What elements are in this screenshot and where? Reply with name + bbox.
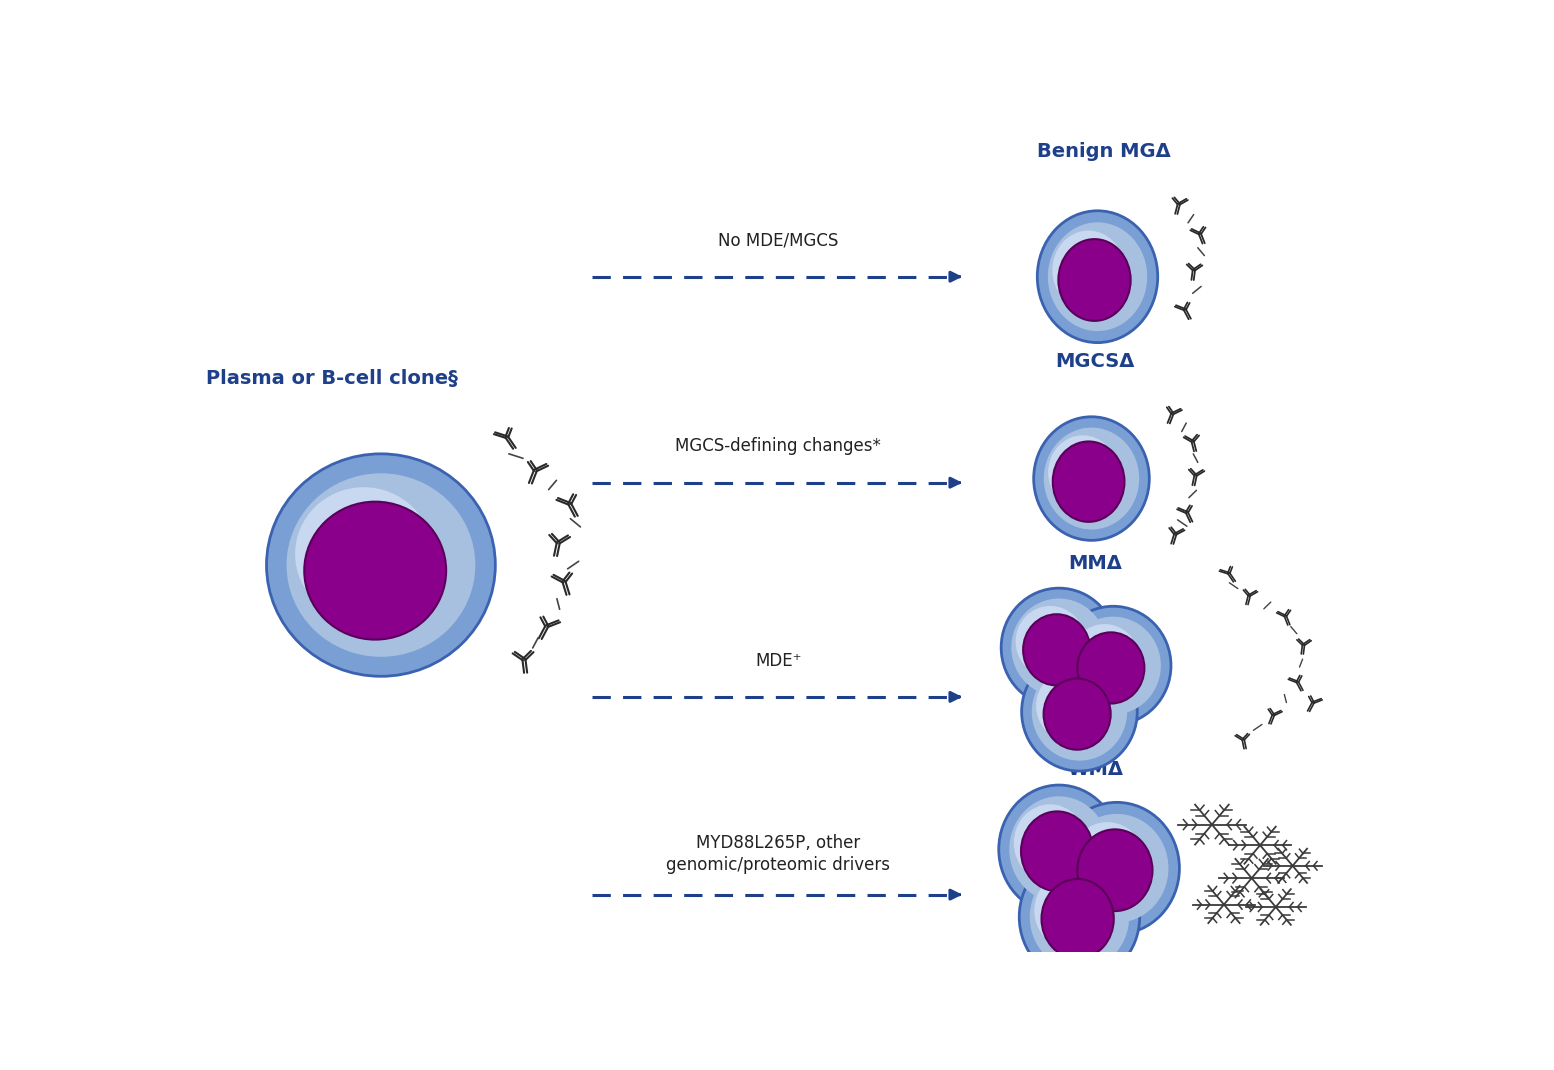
Ellipse shape [1032,662,1127,761]
Ellipse shape [1077,632,1144,704]
Text: MGCS-defining changes*: MGCS-defining changes* [676,438,881,456]
Ellipse shape [1001,588,1117,707]
Text: MYD88L265P, other: MYD88L265P, other [696,834,861,852]
Ellipse shape [1069,624,1139,696]
Ellipse shape [267,454,496,676]
Ellipse shape [1069,822,1145,901]
Ellipse shape [1023,614,1091,686]
Ellipse shape [1066,616,1161,715]
Ellipse shape [1021,653,1138,771]
Ellipse shape [305,502,446,640]
Ellipse shape [1033,416,1150,540]
Text: genomic/proteomic drivers: genomic/proteomic drivers [667,856,890,874]
Ellipse shape [1052,230,1125,309]
Text: WMΔ: WMΔ [1068,761,1124,779]
Ellipse shape [1047,223,1147,331]
Ellipse shape [1037,670,1105,742]
Text: Plasma or B-cell clone§: Plasma or B-cell clone§ [207,369,458,388]
Ellipse shape [1054,802,1179,934]
Ellipse shape [1047,435,1117,509]
Ellipse shape [1044,428,1139,530]
Ellipse shape [1021,811,1094,891]
Ellipse shape [295,487,432,621]
Text: No MDE/MGCS: No MDE/MGCS [718,231,839,249]
Ellipse shape [1041,878,1114,959]
Ellipse shape [1013,805,1086,882]
Ellipse shape [1038,211,1158,342]
Text: MMΔ: MMΔ [1068,554,1122,574]
Text: Benign MGΔ: Benign MGΔ [1037,142,1170,162]
Ellipse shape [1055,607,1172,724]
Ellipse shape [1035,872,1106,949]
Ellipse shape [286,473,476,657]
Ellipse shape [1077,829,1153,912]
Ellipse shape [1058,239,1131,321]
Ellipse shape [1012,598,1106,697]
Ellipse shape [1064,814,1169,922]
Ellipse shape [1030,863,1130,969]
Ellipse shape [1019,853,1139,981]
Ellipse shape [1009,796,1108,902]
Ellipse shape [999,785,1119,914]
Text: MGCSΔ: MGCSΔ [1055,352,1134,371]
Ellipse shape [1016,606,1085,677]
Text: MDE⁺: MDE⁺ [755,652,802,670]
Ellipse shape [1044,678,1111,750]
Ellipse shape [1052,442,1125,522]
